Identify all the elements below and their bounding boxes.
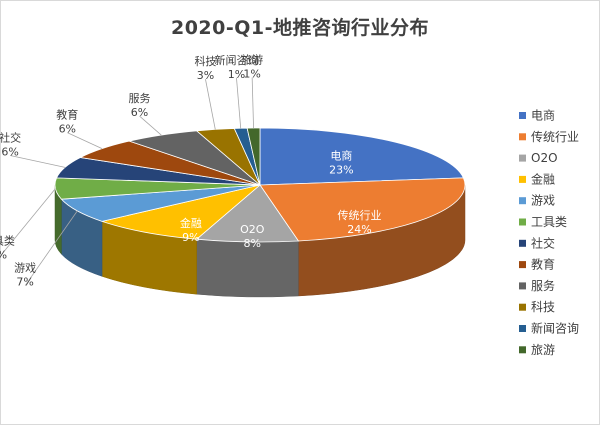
data-label-category-4: 游戏 [14,262,36,275]
data-label-value-11: 1% [243,67,260,80]
legend-swatch-11 [519,346,526,354]
data-label-value-4: 7% [16,276,33,289]
data-label-value-2: 8% [244,237,261,250]
leader-line-10 [236,77,242,129]
legend-label-6: 社交 [531,235,555,250]
legend-label-5: 工具类 [531,215,567,229]
legend-swatch-5 [519,218,526,226]
leader-line-5 [0,188,56,258]
slice-3 [100,184,261,240]
legend-label-3: 金融 [531,171,555,186]
legend-swatch-4 [519,197,526,205]
data-label-value-6: 6% [1,146,18,159]
slice-0 [259,127,464,186]
leader-lines [0,77,254,286]
legend-label-1: 传统行业 [531,129,579,144]
data-label-category-11: 旅游 [241,52,263,66]
data-label-value-0: 23% [329,163,353,176]
data-label-category-7: 教育 [56,108,78,122]
leader-line-11 [251,77,254,129]
data-label-category-9: 科技 [194,54,216,68]
data-label-value-5: 6% [0,248,7,261]
data-label-value-8: 6% [131,106,148,119]
leader-line-6 [10,155,66,168]
legend-swatch-10 [519,325,526,332]
legend-swatch-0 [519,112,526,119]
slice-1 [259,177,466,242]
leader-line-7 [67,132,103,150]
chart-title: 2020-Q1-地推咨询行业分布 [170,17,430,39]
data-label-category-0: 电商 [330,148,352,162]
leader-line-8 [139,115,162,136]
legend-label-0: 电商 [531,108,555,123]
legend-label-11: 旅游 [531,343,555,357]
legend-swatch-1 [519,133,526,141]
pie-slices [54,127,466,243]
data-label-value-9: 3% [197,69,214,82]
legend-label-8: 服务 [531,278,555,293]
data-label-value-10: 1% [228,68,245,81]
slice-2 [195,184,300,243]
data-label-category-8: 服务 [129,92,151,105]
data-label-value-7: 6% [59,123,76,136]
legend-label-2: O2O [531,151,558,165]
data-labels: 电商23%传统行业24%O2O8%金融9%游戏7%工具类6%社交6%教育6%服务… [0,52,382,288]
legend-label-10: 新闻咨询 [531,321,579,336]
legend-label-9: 科技 [531,300,555,314]
data-label-value-3: 9% [182,231,199,244]
legend-label-4: 游戏 [531,194,555,208]
legend-swatch-9 [519,303,526,311]
leader-line-9 [205,79,216,130]
legend-swatch-3 [519,175,526,183]
legend-swatch-8 [519,282,526,290]
data-label-category-10: 新闻咨询 [214,53,258,67]
data-label-value-1: 24% [347,223,371,236]
legend-swatch-2 [519,154,526,162]
leader-line-4 [24,210,78,286]
data-label-category-2: O2O [240,223,265,236]
legend-label-7: 教育 [531,257,555,272]
data-label-category-1: 传统行业 [338,209,382,222]
legend-swatch-6 [519,239,526,247]
data-label-category-3: 金融 [180,216,202,230]
data-label-category-6: 社交 [0,131,21,145]
data-label-category-5: 工具类 [0,233,15,247]
legend-swatch-7 [519,261,526,269]
